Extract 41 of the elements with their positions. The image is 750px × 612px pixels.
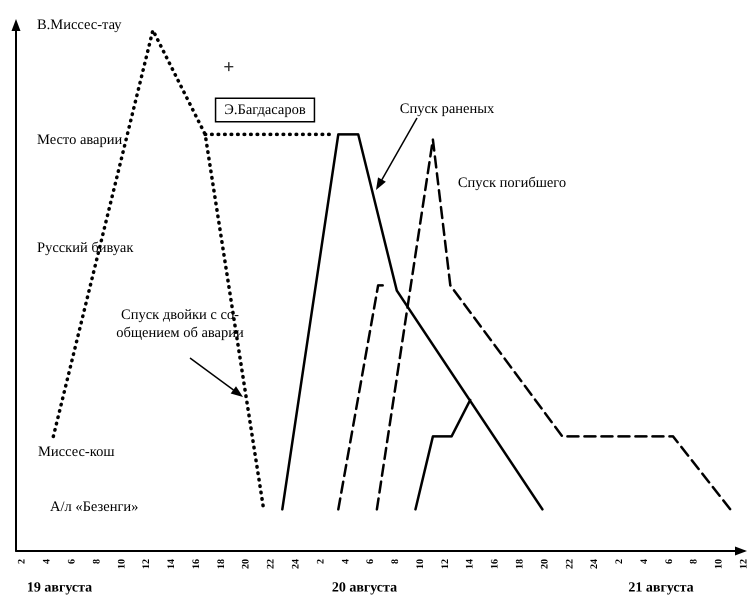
x2-tick-label: 21 августа [628,580,694,596]
x-tick-label: 4 [638,559,650,564]
x-tick-label: 2 [614,559,626,564]
annotation: Э.Багдасаров [224,102,306,118]
x-tick-label: 6 [664,559,675,564]
x-tick-label: 20 [539,559,550,569]
x-tick-label: 8 [688,559,700,564]
annotation: Спуск погибшего [458,175,566,191]
x-tick-label: 2 [315,559,326,564]
annotation: Русский бивуак [37,240,134,256]
x-tick-label: 24 [290,559,302,569]
x-tick-label: 10 [414,559,426,569]
x2-tick-label: 19 августа [26,580,92,596]
x-tick-label: 14 [166,559,178,569]
annotation: Место аварии [37,132,122,148]
x-tick-label: 18 [514,559,526,569]
x-tick-label: 12 [141,559,152,569]
x-tick-label: 16 [190,559,202,569]
x-tick-label: 6 [66,559,78,564]
x-tick-label: 22 [564,559,576,569]
x-tick-label: 16 [490,559,501,569]
x-tick-label: 10 [116,559,128,569]
x2-tick-label: 20 августа [332,580,398,596]
annotation: Миссес-кош [38,444,114,460]
x-tick-label: 22 [266,559,277,569]
x-tick-label: 12 [440,559,451,569]
x-tick-label: 12 [738,559,750,569]
annotation: А/л «Безенги» [50,499,138,515]
x-tick-label: 20 [240,559,252,569]
x-tick-label: 14 [464,559,476,569]
annotation: Спуск раненых [400,101,495,117]
annotation: В.Миссес-тау [37,17,122,33]
x-tick-label: 4 [42,559,53,564]
x-tick-label: 6 [365,559,376,564]
x-tick-label: 8 [91,559,102,564]
x-tick-label: 4 [340,559,352,564]
x-tick-label: 24 [589,559,600,569]
x-tick-label: 8 [390,559,402,564]
x-tick-label: 18 [216,559,227,569]
x-tick-label: 2 [16,559,28,564]
x-tick-label: 10 [714,559,725,569]
